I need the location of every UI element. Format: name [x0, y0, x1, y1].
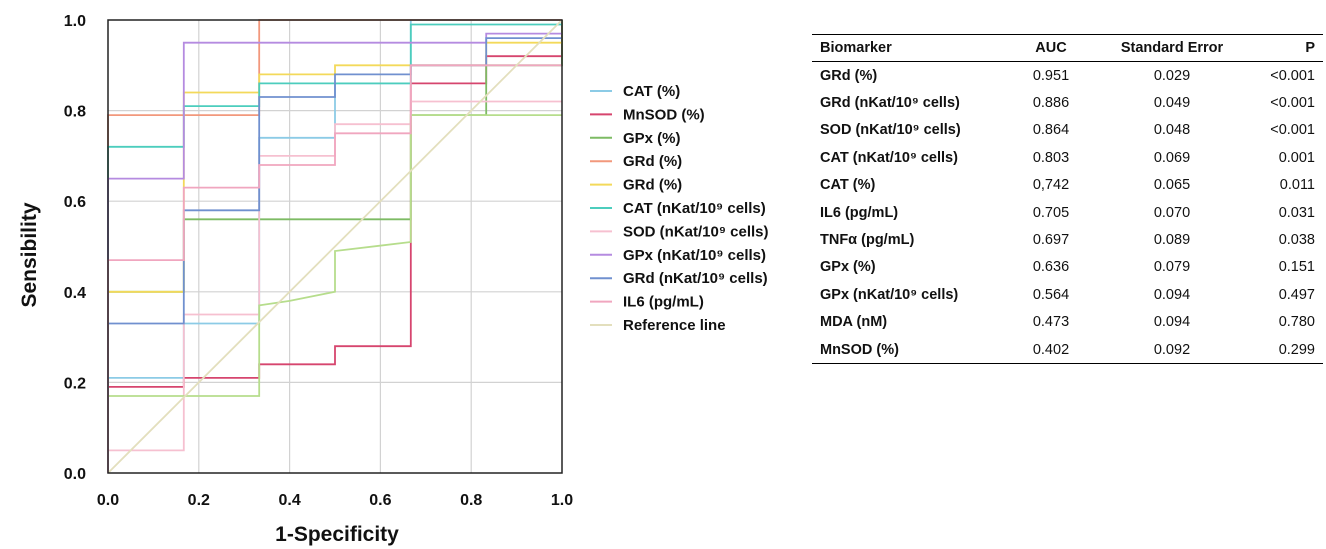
- series-line-il6-pg-ml: [107, 64, 562, 473]
- legend: CAT (%) MnSOD (%) GPx (%) GRd (%) GRd (%) CAT…: [590, 83, 769, 334]
- biomarker-cell: GRd (nKat/10⁹ cells): [820, 95, 960, 112]
- standard-error-cell: 0.029: [1153, 67, 1191, 84]
- axis-ticks: 0.0 0.2 0.4 0.6 0.8 1.0 0.0 0.2 0.4 0.6 0.8 1.0: [64, 13, 573, 509]
- table-row: MnSOD (%) 0.402 0.092 0.299: [812, 335, 1323, 365]
- x-axis-title: 1-Specificity: [275, 523, 399, 546]
- standard-error-cell: 0.092: [1089, 335, 1255, 365]
- plot-frame: [107, 19, 563, 474]
- y-tick-label: 0.0: [64, 466, 86, 483]
- x-tick-label: 1.0: [551, 492, 573, 509]
- y-tick-label: 0.8: [64, 104, 86, 121]
- standard-error-cell: 0.065: [1153, 177, 1191, 194]
- biomarker-cell: CAT (nKat/10⁹ cells): [820, 149, 958, 166]
- legend-label: Reference line: [623, 317, 726, 334]
- standard-error-cell: 0.094: [1153, 314, 1191, 331]
- auc-cell: 0.697: [1032, 232, 1070, 249]
- standard-error-cell: 0.079: [1153, 259, 1191, 276]
- legend-label: GPx (%): [623, 130, 681, 147]
- biomarker-cell: MnSOD (%): [812, 335, 1013, 365]
- auc-cell: 0,742: [1032, 177, 1070, 194]
- table-row: MDA (nM) 0.473 0.094 0.780: [812, 309, 1323, 336]
- legend-label: MnSOD (%): [623, 106, 705, 123]
- auc-cell: 0.951: [1032, 67, 1070, 84]
- y-tick-label: 1.0: [64, 13, 86, 30]
- auc-cell: 0.636: [1032, 259, 1070, 276]
- roc-curves: [107, 19, 563, 474]
- standard-error-cell: 0.070: [1153, 204, 1191, 221]
- legend-label: GPx (nKat/10⁹ cells): [623, 247, 766, 264]
- legend-label: SOD (nKat/10⁹ cells): [623, 223, 769, 240]
- legend-label: CAT (nKat/10⁹ cells): [623, 200, 766, 217]
- p-value-cell: 0.038: [1278, 232, 1315, 249]
- standard-error-cell: 0.069: [1153, 149, 1191, 166]
- y-axis-title: Sensibility: [18, 202, 41, 307]
- table-row: CAT (nKat/10⁹ cells) 0.803 0.069 0.001: [812, 144, 1323, 171]
- y-tick-label: 0.4: [64, 285, 86, 302]
- x-tick-label: 0.0: [97, 492, 119, 509]
- series-line-reference-line: [107, 19, 563, 474]
- table-row: IL6 (pg/mL) 0.705 0.070 0.031: [812, 199, 1323, 226]
- biomarker-cell: SOD (nKat/10⁹ cells): [820, 122, 961, 139]
- table-row: CAT (%) 0,742 0.065 0.011: [812, 172, 1323, 199]
- column-header-biomarker: Biomarker: [812, 34, 1013, 62]
- auc-table: Biomarker AUC Standard Error P GRd (%) 0.…: [812, 34, 1323, 365]
- standard-error-cell: 0.089: [1153, 232, 1191, 249]
- table-header-row: Biomarker AUC Standard Error P: [812, 34, 1323, 62]
- p-value-cell: <0.001: [1270, 67, 1315, 84]
- x-tick-label: 0.6: [369, 492, 391, 509]
- x-tick-label: 0.8: [460, 492, 482, 509]
- legend-label: CAT (%): [623, 83, 680, 100]
- column-header-standard-error: Standard Error: [1089, 34, 1255, 62]
- standard-error-cell: 0.094: [1153, 286, 1191, 303]
- biomarker-cell: MDA (nM): [820, 314, 888, 331]
- biomarker-cell: GRd (%): [820, 67, 878, 84]
- biomarker-cell: GPx (nKat/10⁹ cells): [820, 286, 959, 303]
- biomarker-cell: CAT (%): [820, 177, 876, 194]
- p-value-cell: 0.497: [1278, 286, 1315, 303]
- table-row: GRd (nKat/10⁹ cells) 0.886 0.049 <0.001: [812, 89, 1323, 116]
- biomarker-cell: IL6 (pg/mL): [820, 204, 899, 221]
- auc-cell: 0.864: [1032, 122, 1070, 139]
- table-row: GPx (nKat/10⁹ cells) 0.564 0.094 0.497: [812, 281, 1323, 308]
- p-value-cell: 0.299: [1255, 335, 1323, 365]
- y-tick-label: 0.6: [64, 194, 86, 211]
- legend-label: GRd (%): [623, 153, 682, 170]
- standard-error-cell: 0.049: [1153, 95, 1191, 112]
- auc-cell: 0.564: [1032, 286, 1070, 303]
- legend-label: GRd (%): [623, 177, 682, 194]
- y-tick-label: 0.2: [64, 375, 86, 392]
- biomarker-cell: TNFα (pg/mL): [820, 232, 915, 249]
- legend-label: GRd (nKat/10⁹ cells): [623, 270, 768, 287]
- x-tick-label: 0.2: [188, 492, 210, 509]
- table-row: SOD (nKat/10⁹ cells) 0.864 0.048 <0.001: [812, 117, 1323, 144]
- auc-cell: 0.402: [1013, 335, 1089, 365]
- standard-error-cell: 0.048: [1153, 122, 1191, 139]
- auc-cell: 0.705: [1032, 204, 1070, 221]
- auc-cell: 0.473: [1032, 314, 1070, 331]
- p-value-cell: 0.780: [1278, 314, 1315, 331]
- p-value-cell: 0.031: [1278, 204, 1315, 221]
- legend-label: IL6 (pg/mL): [623, 294, 704, 311]
- p-value-cell: 0.011: [1279, 177, 1315, 194]
- p-value-cell: <0.001: [1270, 122, 1315, 139]
- table-row: TNFα (pg/mL) 0.697 0.089 0.038: [812, 226, 1323, 253]
- p-value-cell: <0.001: [1270, 95, 1315, 112]
- p-value-cell: 0.001: [1278, 149, 1315, 166]
- x-tick-label: 0.4: [278, 492, 300, 509]
- table-row: GRd (%) 0.951 0.029 <0.001: [812, 62, 1323, 90]
- p-value-cell: 0.151: [1278, 259, 1315, 276]
- table-row: GPx (%) 0.636 0.079 0.151: [812, 254, 1323, 281]
- column-header-p: P: [1255, 34, 1323, 62]
- series-line-grd-nkat-10-cells: [107, 114, 562, 473]
- auc-cell: 0.803: [1032, 149, 1070, 166]
- auc-cell: 0.886: [1032, 95, 1070, 112]
- column-header-auc: AUC: [1013, 34, 1089, 62]
- biomarker-cell: GPx (%): [820, 259, 876, 276]
- roc-chart: 0.0 0.2 0.4 0.6 0.8 1.0 0.0 0.2 0.4 0.6 0.8 1.0 Sen…: [18, 13, 769, 546]
